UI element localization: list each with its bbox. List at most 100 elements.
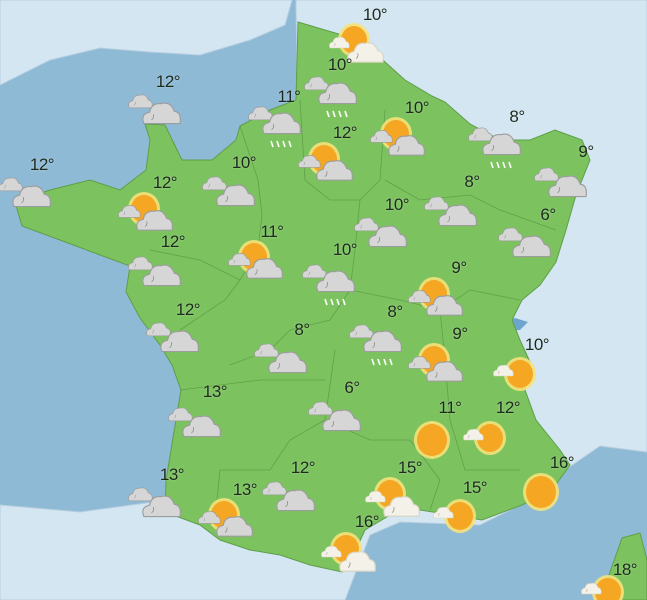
rain-icon bbox=[490, 161, 512, 169]
temperature-label: 12° bbox=[152, 173, 178, 192]
sun-cloud-icon bbox=[298, 142, 353, 181]
cloudy-icon bbox=[128, 94, 181, 125]
cloud-icon bbox=[363, 330, 402, 353]
cloud-rain-icon bbox=[304, 76, 357, 118]
sun-cloud-light-icon bbox=[365, 477, 420, 517]
cloud-icon bbox=[216, 184, 255, 207]
cloud-icon bbox=[347, 42, 384, 63]
cloud-icon bbox=[354, 217, 379, 232]
cloud-icon bbox=[383, 496, 420, 517]
temperature-label: 12° bbox=[29, 155, 55, 174]
cloud-icon bbox=[388, 135, 425, 156]
temperature-label: 12° bbox=[290, 458, 316, 477]
cloud-icon bbox=[408, 290, 431, 303]
cloud-icon bbox=[160, 330, 199, 353]
cloud-icon bbox=[318, 82, 357, 105]
temperature-label: 12° bbox=[160, 232, 186, 251]
cloud-icon bbox=[128, 256, 153, 271]
cloud-icon bbox=[368, 225, 407, 248]
cloud-icon bbox=[498, 227, 523, 242]
temperature-label: 11° bbox=[438, 398, 462, 417]
cloudy-icon bbox=[354, 217, 407, 248]
temperature-label: 12° bbox=[332, 123, 358, 142]
temperature-label: 10° bbox=[231, 153, 257, 172]
temperature-label: 15° bbox=[462, 478, 488, 497]
temperature-label: 18° bbox=[612, 560, 638, 579]
cloud-icon bbox=[248, 106, 273, 121]
cloud-icon bbox=[216, 516, 253, 537]
temperature-label: 9° bbox=[578, 142, 594, 161]
cloud-icon bbox=[182, 415, 221, 438]
cloud-icon bbox=[276, 489, 315, 512]
temperature-label: 10° bbox=[332, 240, 358, 259]
cloud-icon bbox=[365, 490, 386, 503]
cloudy-icon bbox=[424, 196, 477, 227]
cloud-icon bbox=[168, 407, 193, 422]
cloud-icon bbox=[370, 130, 393, 143]
temperature-label: 12° bbox=[175, 300, 201, 319]
temperature-label: 10° bbox=[362, 5, 388, 24]
temperature-label: 9° bbox=[452, 324, 468, 343]
cloud-icon bbox=[262, 481, 287, 496]
temperature-label: 10° bbox=[384, 195, 410, 214]
sun-small-cloud-icon bbox=[463, 421, 506, 455]
cloudy-icon bbox=[128, 487, 181, 518]
rain-icon bbox=[371, 358, 393, 366]
cloud-icon bbox=[426, 295, 463, 316]
cloud-icon bbox=[0, 177, 23, 192]
temperature-label: 13° bbox=[232, 480, 258, 499]
cloud-icon bbox=[512, 235, 551, 258]
sun-small-cloud-icon bbox=[433, 499, 476, 533]
cloud-icon bbox=[534, 167, 559, 182]
cloud-icon bbox=[302, 264, 327, 279]
sun-cloud-icon bbox=[408, 277, 463, 316]
temperature-label: 11° bbox=[260, 222, 284, 241]
sun-cloud-icon bbox=[198, 498, 253, 537]
cloud-icon bbox=[262, 112, 301, 135]
rain-icon bbox=[324, 298, 346, 306]
cloud-icon bbox=[304, 76, 329, 91]
cloud-icon bbox=[321, 545, 342, 558]
cloud-icon bbox=[118, 205, 141, 218]
sun-cloud-icon bbox=[370, 117, 425, 156]
temperature-label: 8° bbox=[294, 320, 310, 339]
temperature-label: 6° bbox=[540, 205, 556, 224]
temperature-label: 13° bbox=[159, 465, 185, 484]
cloud-icon bbox=[268, 351, 307, 374]
cloudy-icon bbox=[498, 227, 551, 258]
temperature-label: 15° bbox=[397, 458, 423, 477]
sun-small-cloud-icon bbox=[493, 357, 536, 391]
cloud-icon bbox=[482, 133, 521, 156]
temperature-label: 13° bbox=[202, 382, 228, 401]
cloud-rain-icon bbox=[349, 324, 402, 366]
cloud-icon bbox=[298, 155, 321, 168]
cloud-icon bbox=[463, 428, 484, 441]
cloudy-icon bbox=[534, 167, 587, 198]
cloud-icon bbox=[142, 102, 181, 125]
cloud-icon bbox=[128, 94, 153, 109]
cloud-icon bbox=[198, 511, 221, 524]
temperature-label: 10° bbox=[524, 335, 550, 354]
cloud-icon bbox=[228, 253, 251, 266]
sun-icon bbox=[414, 421, 450, 459]
cloud-icon bbox=[146, 322, 171, 337]
cloud-icon bbox=[308, 401, 333, 416]
sun-icon bbox=[523, 473, 559, 511]
rain-icon bbox=[270, 140, 292, 148]
cloud-icon bbox=[246, 258, 283, 279]
temperature-label: 16° bbox=[549, 453, 575, 472]
temperature-label: 12° bbox=[495, 398, 521, 417]
cloud-icon bbox=[316, 160, 353, 181]
cloudy-icon bbox=[146, 322, 199, 353]
cloudy-icon bbox=[0, 177, 51, 208]
temperature-label: 10° bbox=[327, 55, 353, 74]
temperature-label: 12° bbox=[155, 72, 181, 91]
cloud-icon bbox=[581, 582, 602, 595]
sun-cloud-light-icon bbox=[321, 532, 376, 572]
cloud-icon bbox=[136, 210, 173, 231]
cloud-icon bbox=[548, 175, 587, 198]
temperature-label: 16° bbox=[354, 512, 380, 531]
temperature-label: 6° bbox=[344, 378, 360, 397]
cloud-icon bbox=[438, 204, 477, 227]
